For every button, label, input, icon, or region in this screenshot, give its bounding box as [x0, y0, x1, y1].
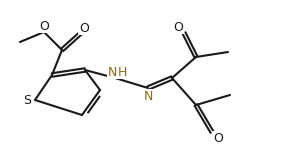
- Text: O: O: [79, 22, 89, 35]
- Text: S: S: [23, 94, 31, 107]
- Text: O: O: [213, 131, 223, 144]
- Text: H: H: [117, 65, 127, 78]
- Text: O: O: [39, 20, 49, 33]
- Text: O: O: [173, 21, 183, 34]
- Text: N: N: [143, 90, 153, 103]
- Text: N: N: [107, 65, 117, 78]
